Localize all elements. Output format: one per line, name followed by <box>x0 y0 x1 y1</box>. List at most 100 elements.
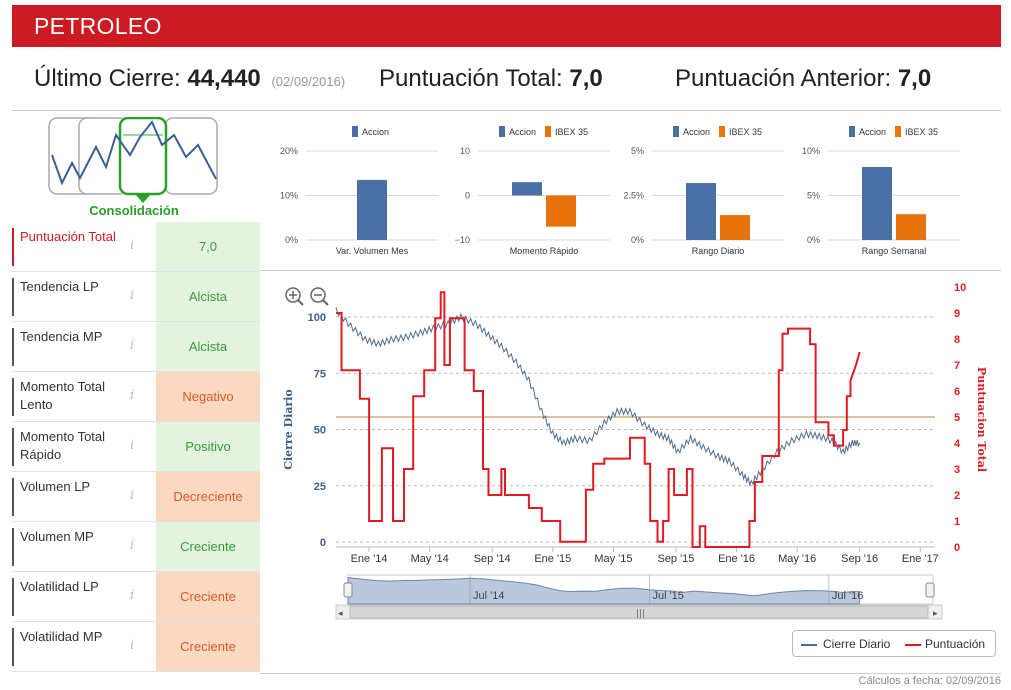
indicator-label: Puntuación Total <box>12 228 132 266</box>
indicator-row: Tendencia MP i Alcista <box>12 322 260 372</box>
info-icon[interactable]: i <box>130 288 135 303</box>
total-score: Puntuación Total: 7,0 <box>379 65 603 93</box>
bar-ytick-label: 0% <box>631 235 644 245</box>
indicator-value: Positivo <box>156 422 260 471</box>
info-icon[interactable]: i <box>130 488 135 503</box>
indicator-label: Momento Total Rápido <box>12 428 132 466</box>
info-icon[interactable]: i <box>130 638 135 653</box>
info-icon[interactable]: i <box>130 438 135 453</box>
indicator-label: Volatilidad MP <box>12 628 132 666</box>
info-icon[interactable]: i <box>130 588 135 603</box>
bar-legend-label: IBEX 35 <box>555 127 588 137</box>
divider-mid <box>260 270 1001 271</box>
divider-top <box>12 110 1001 111</box>
indicator-row: Volatilidad LP i Creciente <box>12 572 260 622</box>
zoom-out-icon[interactable] <box>310 287 329 306</box>
left-tick-label: 100 <box>308 312 326 324</box>
bar-legend-swatch <box>849 126 855 137</box>
info-icon[interactable]: i <box>130 238 135 253</box>
indicator-value: Decreciente <box>156 472 260 521</box>
info-icon[interactable]: i <box>130 538 135 553</box>
indicator-label: Volatilidad LP <box>12 578 132 616</box>
indicator-value: Alcista <box>156 272 260 321</box>
left-tick-label: 0 <box>320 537 326 549</box>
bar-legend-label: IBEX 35 <box>729 127 762 137</box>
bar-ytick-label: −10 <box>455 235 470 245</box>
x-tick-label: May '14 <box>411 553 449 565</box>
scrollbar-thumb[interactable] <box>349 605 929 619</box>
bar-mark <box>512 182 542 196</box>
bar-chart-daily-range: 5% 2.5% 0% Accion IBEX 35 Rango Diario <box>614 118 789 260</box>
x-tick-label: Sep '14 <box>474 553 511 565</box>
bar-legend-label: Accion <box>859 127 886 137</box>
info-icon[interactable]: i <box>130 388 135 403</box>
zoom-in-icon[interactable] <box>285 287 304 306</box>
x-tick-label: Sep '16 <box>841 553 878 565</box>
indicator-value: Creciente <box>156 572 260 621</box>
main-chart-legend[interactable]: Cierre Diario Puntuación <box>792 630 996 657</box>
navigator-tick-label: Jul '16 <box>832 590 863 602</box>
indicator-value: Creciente <box>156 622 260 671</box>
bar-ytick-label: 5% <box>807 191 820 201</box>
pattern-illustration <box>48 117 218 203</box>
navigator-handle[interactable] <box>343 582 353 598</box>
main-line-chart: 100 75 50 25 0 10 9 8 7 6 5 4 3 2 1 0 Cierre Diario Puntu… <box>270 272 1005 670</box>
legend-score-label[interactable]: Puntuación <box>925 637 986 651</box>
total-score-value: 7,0 <box>569 65 603 92</box>
bar-ytick-label: 20% <box>280 146 298 156</box>
pattern-panel-4 <box>164 117 218 195</box>
page-title: PETROLEO <box>34 13 162 39</box>
indicator-value: Creciente <box>156 522 260 571</box>
x-tick-label: Ene '15 <box>534 553 571 565</box>
last-close-date: (02/09/2016) <box>271 74 346 89</box>
x-tick-label: Ene '17 <box>902 553 939 565</box>
left-tick-label: 25 <box>314 481 326 493</box>
scroll-right-icon[interactable]: ▸ <box>933 609 938 619</box>
x-tick-label: Sep '15 <box>657 553 694 565</box>
total-score-label: Puntuación Total: <box>379 65 563 92</box>
indicator-row: Volumen MP i Creciente <box>12 522 260 572</box>
scroll-left-icon[interactable]: ◂ <box>338 609 343 619</box>
bar-ytick-label: 5% <box>631 146 644 156</box>
pattern-panel-selected <box>118 117 168 196</box>
navigator-tick-label: Jul '14 <box>473 590 504 602</box>
indicator-label: Tendencia LP <box>12 278 132 316</box>
bar-mark <box>862 167 892 240</box>
indicator-row: Momento Total Lento i Negativo <box>12 372 260 422</box>
bar-mark <box>896 214 926 240</box>
bar-xlabel: Momento Rápido <box>510 246 579 256</box>
calc-date-footer: Cálculos a fecha: 02/09/2016 <box>858 675 1002 687</box>
right-tick-label: 10 <box>954 282 966 294</box>
indicator-row: Tendencia LP i Alcista <box>12 272 260 322</box>
right-tick-label: 1 <box>954 516 960 528</box>
navigator-tick-label: Jul '15 <box>652 590 683 602</box>
right-tick-label: 9 <box>954 308 960 320</box>
right-tick-label: 5 <box>954 412 960 424</box>
bar-legend-swatch <box>719 126 725 137</box>
pattern-label: Consolidación <box>89 203 179 218</box>
bar-legend-label: Accion <box>683 127 710 137</box>
right-tick-label: 3 <box>954 464 960 476</box>
legend-close-label[interactable]: Cierre Diario <box>823 637 891 651</box>
indicator-label: Tendencia MP <box>12 328 132 366</box>
bar-xlabel: Rango Semanal <box>862 246 927 256</box>
divider-bottom <box>260 673 1001 674</box>
navigator-handle[interactable] <box>925 582 935 598</box>
last-close-value: 44,440 <box>187 65 261 92</box>
x-tick-label: Ene '14 <box>351 553 388 565</box>
previous-score-label: Puntuación Anterior: <box>675 65 892 92</box>
bar-mark <box>357 179 387 240</box>
info-icon[interactable]: i <box>130 338 135 353</box>
bar-ytick-label: 10% <box>802 146 820 156</box>
bar-legend-label: Accion <box>362 127 389 137</box>
x-tick-label: May '15 <box>594 553 632 565</box>
last-close-label: Último Cierre: <box>34 65 181 92</box>
legend-swatch-score <box>905 644 921 646</box>
indicator-row: Puntuación Total i 7,0 <box>12 222 260 272</box>
right-tick-label: 4 <box>954 438 961 450</box>
bar-xlabel: Var. Volumen Mes <box>336 246 409 256</box>
bar-mark <box>546 195 576 227</box>
bar-xlabel: Rango Diario <box>692 246 745 256</box>
bar-ytick-label: 2.5% <box>623 191 644 201</box>
right-tick-label: 2 <box>954 490 960 502</box>
